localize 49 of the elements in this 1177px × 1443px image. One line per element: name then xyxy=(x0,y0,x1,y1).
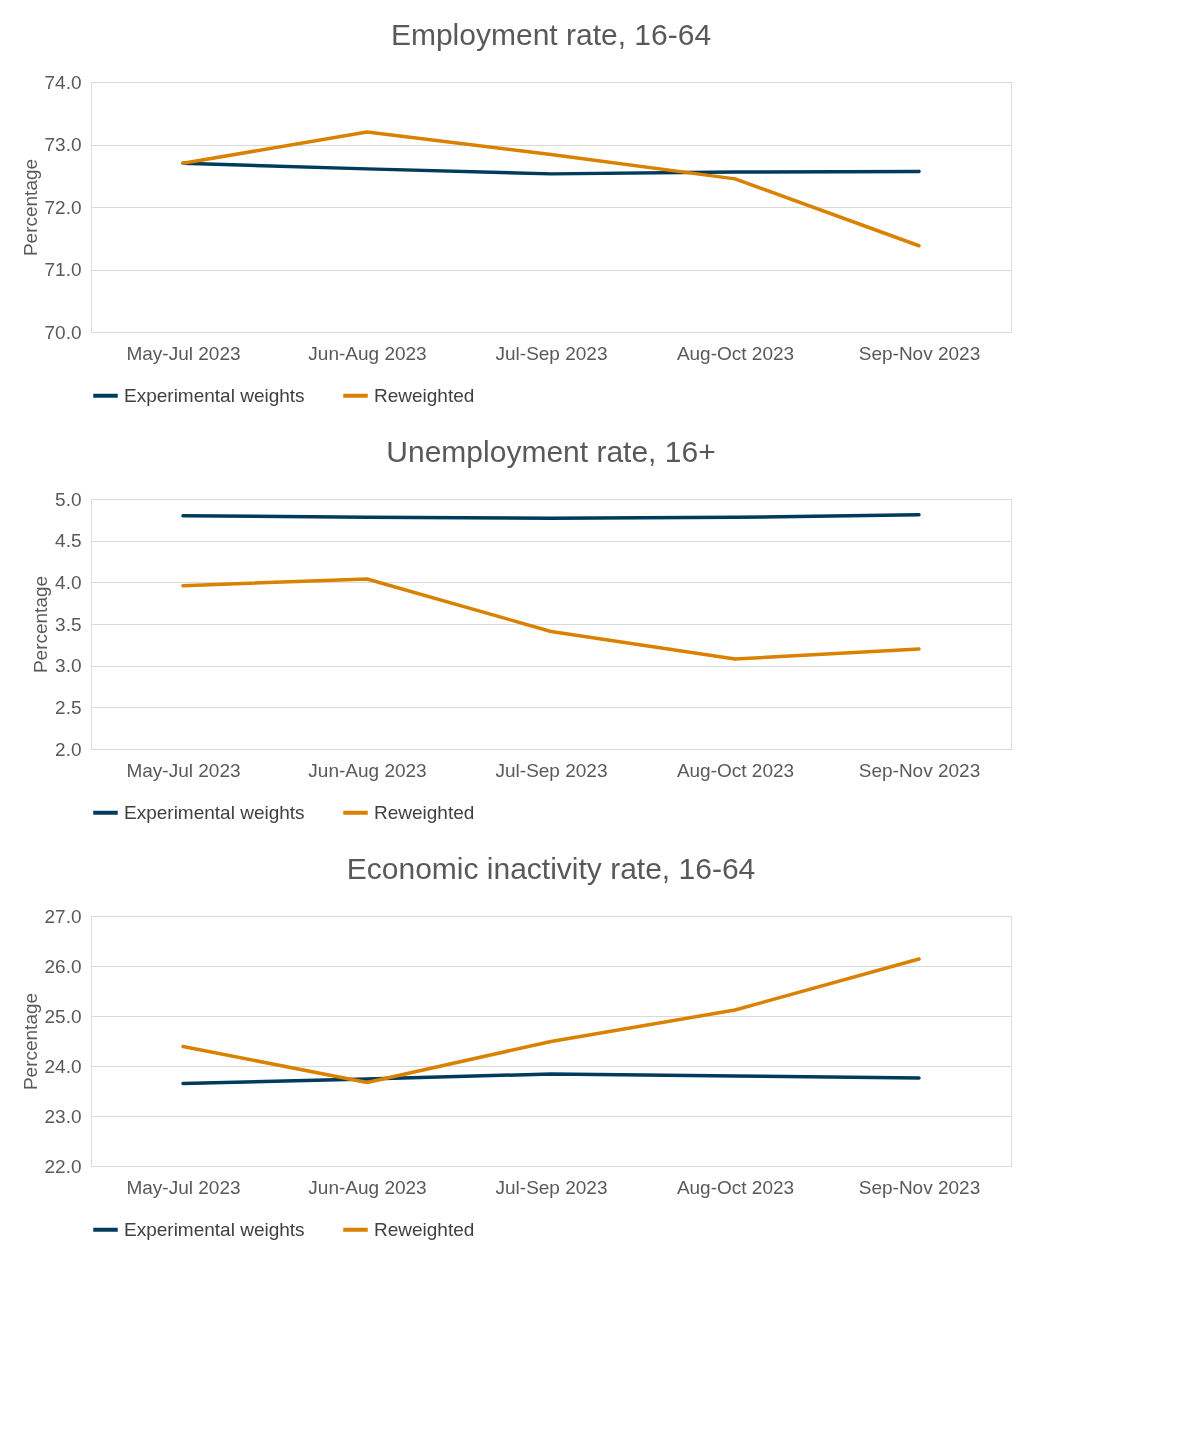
y-tick-label: 70.0 xyxy=(44,321,82,343)
line-series xyxy=(181,1072,921,1086)
legend-label: Reweighted xyxy=(374,801,475,823)
y-axis-title: Percentage xyxy=(19,158,41,257)
y-tick-label: 27.0 xyxy=(44,905,82,927)
x-tick-label: Sep-Nov 2023 xyxy=(858,759,981,781)
y-tick-label: 73.0 xyxy=(44,134,82,155)
line-series xyxy=(181,577,921,661)
y-tick-label: 24.0 xyxy=(44,1055,82,1077)
y-tick-label: 25.0 xyxy=(44,1005,82,1027)
y-axis-title: Percentage xyxy=(19,992,41,1091)
legend-label: Reweighted xyxy=(374,1218,475,1240)
x-tick-label: Jun-Aug 2023 xyxy=(308,342,427,364)
x-tick-label: Jul-Sep 2023 xyxy=(495,759,608,781)
y-tick-label: 4.0 xyxy=(55,571,82,593)
y-tick-label: 4.5 xyxy=(55,530,82,552)
chart-title: Employment rate, 16-64 xyxy=(390,18,712,51)
x-tick-label: Aug-Oct 2023 xyxy=(676,1176,795,1198)
x-tick-label: Sep-Nov 2023 xyxy=(858,342,981,364)
y-tick-label: 26.0 xyxy=(44,955,82,977)
line-series xyxy=(181,130,921,248)
y-tick-label: 2.0 xyxy=(55,738,82,760)
x-tick-label: May-Jul 2023 xyxy=(126,1176,241,1198)
y-tick-label: 3.5 xyxy=(55,613,82,635)
y-tick-label: 23.0 xyxy=(44,1105,82,1127)
legend-label: Experimental weights xyxy=(124,1218,305,1240)
x-tick-label: Sep-Nov 2023 xyxy=(858,1176,981,1198)
legend-label: Reweighted xyxy=(374,384,475,406)
y-tick-label: 2.5 xyxy=(55,696,82,718)
y-tick-label: 5.0 xyxy=(55,488,82,510)
y-axis-title: Percentage xyxy=(30,575,52,674)
x-tick-label: Aug-Oct 2023 xyxy=(676,759,795,781)
chart-title: Unemployment rate, 16+ xyxy=(386,435,716,468)
y-tick-label: 71.0 xyxy=(44,259,82,280)
x-tick-label: Jul-Sep 2023 xyxy=(495,342,608,364)
line-series xyxy=(181,957,921,1085)
x-tick-label: May-Jul 2023 xyxy=(126,342,241,364)
x-tick-label: Jun-Aug 2023 xyxy=(308,759,427,781)
y-tick-label: 72.0 xyxy=(44,196,82,218)
legend-label: Experimental weights xyxy=(124,384,305,406)
y-tick-label: 22.0 xyxy=(44,1155,82,1177)
chart-title: Economic inactivity rate, 16-64 xyxy=(346,852,756,885)
x-tick-label: Aug-Oct 2023 xyxy=(676,342,795,364)
legend-label: Experimental weights xyxy=(124,801,305,823)
x-tick-label: Jul-Sep 2023 xyxy=(495,1176,608,1198)
x-tick-label: May-Jul 2023 xyxy=(126,759,241,781)
y-tick-label: 74.0 xyxy=(44,71,82,93)
y-tick-label: 3.0 xyxy=(55,655,82,677)
x-tick-label: Jun-Aug 2023 xyxy=(308,1176,427,1198)
